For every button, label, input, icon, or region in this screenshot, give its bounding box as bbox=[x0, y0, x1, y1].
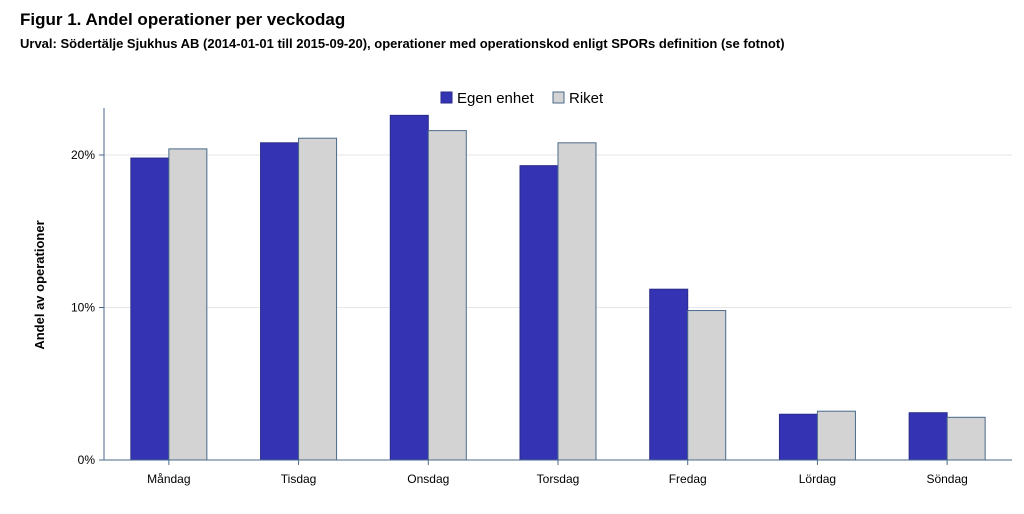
legend: Egen enhet Riket bbox=[440, 90, 604, 107]
bar-egen-enhet[interactable] bbox=[130, 157, 170, 461]
bar-egen-enhet[interactable] bbox=[908, 412, 948, 461]
y-tick-label: 0% bbox=[78, 453, 96, 467]
bar-egen-enhet[interactable] bbox=[389, 114, 429, 461]
bar-riket[interactable] bbox=[946, 416, 986, 461]
bar-egen-enhet[interactable] bbox=[649, 288, 689, 461]
bars bbox=[130, 114, 986, 461]
legend-label: Egen enhet bbox=[457, 90, 535, 107]
bar-egen-enhet[interactable] bbox=[260, 142, 300, 461]
chart-subtitle: Urval: Södertälje Sjukhus AB (2014-01-01… bbox=[20, 36, 785, 51]
y-axis-label: Andel av operationer bbox=[32, 220, 47, 349]
x-tick-label: Söndag bbox=[926, 472, 967, 486]
y-tick-label: 10% bbox=[71, 301, 95, 315]
x-axis-ticks: Måndag Tisdag Onsdag Torsdag Fredag Lördag Sön… bbox=[147, 460, 968, 486]
legend-swatch bbox=[552, 91, 565, 104]
legend-swatch bbox=[440, 91, 453, 104]
bar-riket[interactable] bbox=[557, 142, 597, 461]
bar-riket[interactable] bbox=[298, 137, 338, 461]
y-axis-ticks: 0% 10% 20% bbox=[71, 148, 104, 467]
chart-title: Figur 1. Andel operationer per veckodag bbox=[20, 10, 346, 29]
bar-riket[interactable] bbox=[168, 148, 208, 461]
bar-riket[interactable] bbox=[427, 130, 467, 461]
bar-riket[interactable] bbox=[687, 310, 727, 461]
x-tick-label: Onsdag bbox=[407, 472, 449, 486]
bar-egen-enhet[interactable] bbox=[778, 413, 818, 461]
x-tick-label: Tisdag bbox=[281, 472, 317, 486]
x-tick-label: Fredag bbox=[669, 472, 707, 486]
legend-label: Riket bbox=[569, 90, 604, 107]
bar-egen-enhet[interactable] bbox=[519, 165, 559, 461]
y-tick-label: 20% bbox=[71, 148, 95, 162]
x-tick-label: Torsdag bbox=[537, 472, 580, 486]
bar-riket[interactable] bbox=[816, 410, 856, 461]
x-tick-label: Måndag bbox=[147, 472, 190, 486]
x-tick-label: Lördag bbox=[799, 472, 836, 486]
